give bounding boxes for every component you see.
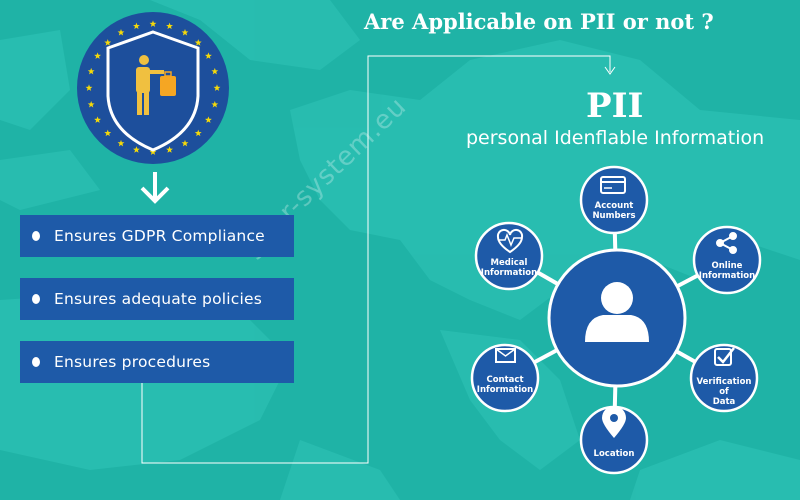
node-label-medical: Medical Information	[474, 258, 544, 278]
eu-star-icon	[87, 67, 95, 75]
ensures-item-label: Ensures procedures	[54, 353, 211, 371]
eu-star-icon	[166, 22, 173, 30]
eu-star-icon	[149, 20, 157, 27]
bullet-icon	[32, 294, 40, 304]
eu-star-icon	[85, 84, 93, 91]
node-label-line: of	[719, 387, 729, 397]
gdpr-badge	[77, 12, 229, 164]
eu-star-icon	[181, 28, 189, 36]
heart-pulse-icon	[496, 228, 524, 254]
pii-subtitle: personal Idenflable Information	[466, 127, 765, 149]
person-with-briefcase-icon	[136, 55, 176, 115]
checkbox-icon	[714, 347, 735, 366]
node-verification	[689, 343, 759, 413]
node-label-line: Verification	[696, 377, 752, 387]
eu-star-icon	[205, 116, 212, 123]
location-pin-icon	[602, 406, 626, 438]
ensures-item-compliance: Ensures GDPR Compliance	[20, 215, 294, 257]
down-arrow-head	[140, 186, 170, 204]
shield-icon	[106, 30, 200, 152]
node-label-line: Account	[594, 201, 634, 211]
node-label-verification: Verification of Data	[689, 377, 759, 407]
eu-star-icon	[117, 28, 125, 36]
node-label-line: Online	[711, 261, 743, 271]
eu-star-icon	[194, 129, 202, 137]
eu-star-icon	[104, 129, 112, 137]
node-online	[692, 225, 762, 295]
pii-title: PII	[586, 86, 644, 126]
eu-star-icon	[213, 84, 221, 91]
bullet-icon	[32, 357, 40, 367]
ensures-item-policies: Ensures adequate policies	[20, 278, 294, 320]
credit-card-icon	[600, 176, 626, 194]
question-heading: Are Applicable on PII or not ?	[364, 9, 714, 34]
connector-line	[141, 55, 611, 464]
node-medical	[474, 221, 544, 291]
eu-star-icon	[205, 52, 212, 59]
eu-star-icon	[94, 52, 101, 59]
node-label-line: Information	[480, 268, 538, 278]
node-label-line: Numbers	[592, 211, 636, 221]
user-icon	[585, 282, 649, 342]
share-icon	[716, 232, 737, 254]
eu-star-icon	[133, 146, 140, 153]
ensures-item-procedures: Ensures procedures	[20, 341, 294, 383]
node-account	[579, 165, 649, 235]
node-label-line: Information	[698, 271, 756, 281]
node-label-line: Data	[712, 397, 736, 407]
node-label-contact: Contact Information	[470, 375, 540, 395]
eu-star-icon	[94, 116, 101, 123]
eu-star-icon	[181, 139, 189, 147]
eu-star-icon	[211, 67, 219, 75]
eu-star-icon	[211, 100, 219, 108]
node-label-line: Location	[593, 449, 635, 459]
eu-star-icon	[104, 39, 112, 46]
node-label-online: Online Information	[692, 261, 762, 281]
ensures-item-label: Ensures GDPR Compliance	[54, 227, 265, 245]
node-label-location: Location	[579, 449, 649, 459]
eu-star-icon	[87, 100, 95, 108]
eu-star-icon	[194, 39, 202, 46]
node-location	[579, 405, 649, 475]
ensures-item-label: Ensures adequate policies	[54, 290, 263, 308]
envelope-icon	[495, 348, 516, 363]
eu-star-icon	[166, 146, 173, 153]
node-label-line: Medical	[490, 258, 528, 268]
eu-star-icon	[133, 22, 140, 30]
eu-star-icon	[117, 139, 125, 147]
connector-arrowhead	[604, 66, 616, 75]
node-label-account: Account Numbers	[579, 201, 649, 221]
node-label-line: Contact	[486, 375, 524, 385]
eu-star-icon	[149, 148, 157, 155]
node-contact	[470, 343, 540, 413]
node-label-line: Information	[476, 385, 534, 395]
center-node	[547, 248, 687, 388]
bullet-icon	[32, 231, 40, 241]
eu-stars	[85, 20, 221, 155]
